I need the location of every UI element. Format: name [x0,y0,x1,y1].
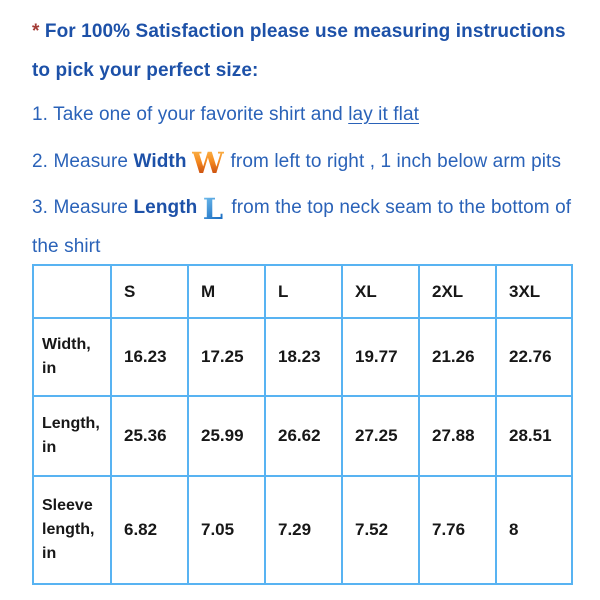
row-label-width: Width, in [32,317,112,397]
table-cell: 21.26 [418,317,497,397]
step-1-text: Take one of your favorite shirt and [53,104,349,125]
size-table: S M L XL 2XL 3XL Width, in 16.23 17.25 1… [32,264,573,585]
step-1-number: 1. [32,104,49,125]
row-label-sleeve: Sleeve length, in [32,475,112,585]
column-header-xl: XL [341,264,420,319]
table-cell: 27.25 [341,395,420,477]
column-header-l: L [264,264,343,319]
column-header-2xl: 2XL [418,264,497,319]
asterisk-mark: * [32,21,40,42]
column-header-s: S [110,264,189,319]
svg-text:L: L [203,192,224,226]
table-cell: 25.36 [110,395,189,477]
table-row-sleeve: Sleeve length, in 6.82 7.05 7.29 7.52 7.… [32,475,573,585]
table-cell: 28.51 [495,395,573,477]
letter-w-icon: W [190,146,224,180]
table-cell: 8 [495,475,573,585]
step-3-text: Measure [53,197,134,219]
table-row-width: Width, in 16.23 17.25 18.23 19.77 21.26 … [32,317,573,397]
table-cell: 18.23 [264,317,343,397]
lay-it-flat-underlined-text: lay it flat [348,104,419,125]
table-cell: 26.62 [264,395,343,477]
table-cell: 7.05 [187,475,266,585]
table-cell: 16.23 [110,317,189,397]
letter-l-icon: L [203,192,224,226]
table-cell: 7.29 [264,475,343,585]
table-row-length: Length, in 25.36 25.99 26.62 27.25 27.88… [32,395,573,477]
column-header-m: M [187,264,266,319]
step-3-number: 3. [32,197,49,219]
table-cell: 6.82 [110,475,189,585]
step-2-text-after: from left to right , 1 inch below arm pi… [230,151,562,173]
length-bold-word: Length [133,197,198,219]
row-label-length: Length, in [32,395,112,477]
step-3-text-line2: the shirt [32,236,101,257]
table-header-row: S M L XL 2XL 3XL [32,264,573,319]
width-bold-word: Width [133,151,187,173]
size-guide-panel: * For 100% Satisfaction please use measu… [32,21,574,585]
column-header-3xl: 3XL [495,264,573,319]
table-cell: 25.99 [187,395,266,477]
table-cell: 27.88 [418,395,497,477]
satisfaction-note-line2: to pick your perfect size: [32,60,259,81]
table-cell: 7.52 [341,475,420,585]
svg-text:W: W [192,146,224,180]
step-3-text-after: from the top neck seam to the bottom of [231,197,572,219]
satisfaction-note-line1: * For 100% Satisfaction please use measu… [32,21,574,43]
table-cell: 22.76 [495,317,573,397]
table-cell: 7.76 [418,475,497,585]
note-text-line1: For 100% Satisfaction please use measuri… [44,21,566,42]
step-1: 1. Take one of your favorite shirt and l… [32,103,574,126]
corner-cell [32,264,112,319]
table-cell: 17.25 [187,317,266,397]
step-2-text: Measure [53,151,134,173]
step-2-number: 2. [32,151,49,173]
table-cell: 19.77 [341,317,420,397]
